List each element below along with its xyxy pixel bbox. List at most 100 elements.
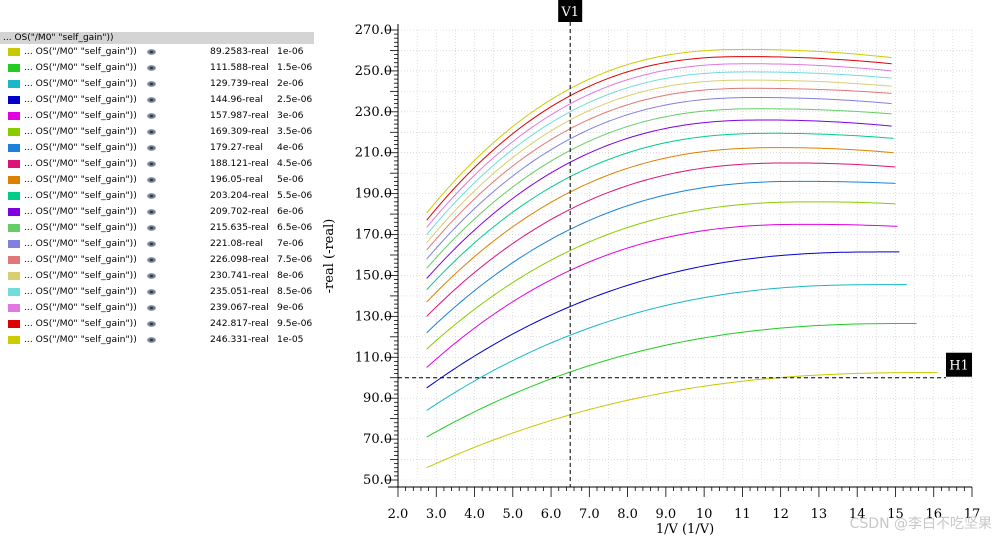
eye-icon[interactable] bbox=[147, 97, 156, 103]
legend-color-swatch bbox=[8, 336, 20, 344]
legend-item[interactable]: ... OS("/M0" "self_gain")) 157.987-real 3e… bbox=[0, 108, 314, 124]
series-line bbox=[426, 119, 892, 279]
eye-icon[interactable] bbox=[147, 113, 156, 119]
legend-item[interactable]: ... OS("/M0" "self_gain")) 215.635-real 6.… bbox=[0, 220, 314, 236]
legend-item-name: ... OS("/M0" "self_gain")) bbox=[24, 158, 137, 169]
legend-item-value: 188.121-real bbox=[210, 158, 269, 169]
chart-markers[interactable]: V1 H1 bbox=[398, 0, 972, 487]
x-tick-label: 7.0 bbox=[579, 507, 600, 522]
series-line bbox=[426, 63, 892, 228]
legend-item-value: 239.067-real bbox=[210, 302, 269, 313]
legend-item-name: ... OS("/M0" "self_gain")) bbox=[24, 206, 137, 217]
legend-panel: ... OS("/M0" "self_gain")) ... OS("/M0" … bbox=[0, 32, 314, 348]
legend-item-param: 2.5e-06 bbox=[277, 94, 313, 105]
legend-item[interactable]: ... OS("/M0" "self_gain")) 129.739-real 2e… bbox=[0, 76, 314, 92]
eye-icon[interactable] bbox=[147, 321, 156, 327]
legend-color-swatch bbox=[8, 224, 20, 232]
eye-icon[interactable] bbox=[147, 337, 156, 343]
eye-icon[interactable] bbox=[147, 65, 156, 71]
legend-item-param: 8e-06 bbox=[277, 270, 304, 281]
legend-item[interactable]: ... OS("/M0" "self_gain")) 226.098-real 7.… bbox=[0, 252, 314, 268]
eye-icon[interactable] bbox=[147, 257, 156, 263]
x-tick-label: 15 bbox=[887, 507, 904, 522]
legend-color-swatch bbox=[8, 80, 20, 88]
legend-item-param: 9e-06 bbox=[277, 302, 304, 313]
legend-item[interactable]: ... OS("/M0" "self_gain")) 209.702-real 6e… bbox=[0, 204, 314, 220]
x-tick-label: 14 bbox=[849, 507, 866, 522]
vertical-marker-badge[interactable] bbox=[558, 0, 583, 22]
legend-item-name: ... OS("/M0" "self_gain")) bbox=[24, 222, 137, 233]
y-tick-label: 170.0 bbox=[355, 228, 392, 243]
legend-item-value: 144.96-real bbox=[210, 94, 263, 105]
legend-item[interactable]: ... OS("/M0" "self_gain")) 144.96-real 2.5… bbox=[0, 92, 314, 108]
vertical-marker-label: V1 bbox=[560, 5, 579, 20]
legend-item-name: ... OS("/M0" "self_gain")) bbox=[24, 46, 137, 57]
legend-color-swatch bbox=[8, 96, 20, 104]
eye-icon[interactable] bbox=[147, 241, 156, 247]
legend-item[interactable]: ... OS("/M0" "self_gain")) 89.2583-real 1e… bbox=[0, 44, 314, 60]
legend-item[interactable]: ... OS("/M0" "self_gain")) 188.121-real 4.… bbox=[0, 156, 314, 172]
legend-item[interactable]: ... OS("/M0" "self_gain")) 235.051-real 8.… bbox=[0, 284, 314, 300]
series-line bbox=[426, 180, 896, 334]
legend-item[interactable]: ... OS("/M0" "self_gain")) 169.309-real 3.… bbox=[0, 124, 314, 140]
legend-item-value: 129.739-real bbox=[210, 78, 269, 89]
x-tick-label: 13 bbox=[811, 507, 828, 522]
series-line bbox=[426, 48, 892, 214]
x-tick-label: 5.0 bbox=[502, 507, 523, 522]
y-tick-label: 70.0 bbox=[363, 432, 392, 447]
legend-color-swatch bbox=[8, 240, 20, 248]
legend-item-value: 209.702-real bbox=[210, 206, 269, 217]
eye-icon[interactable] bbox=[147, 305, 156, 311]
x-tick-label: 17 bbox=[964, 507, 981, 522]
legend-item-name: ... OS("/M0" "self_gain")) bbox=[24, 190, 137, 201]
legend-item-name: ... OS("/M0" "self_gain")) bbox=[24, 142, 137, 153]
legend-item-value: 221.08-real bbox=[210, 238, 263, 249]
legend-item[interactable]: ... OS("/M0" "self_gain")) 196.05-real 5e-… bbox=[0, 172, 314, 188]
legend-item-param: 1e-06 bbox=[277, 46, 304, 57]
legend-item[interactable]: ... OS("/M0" "self_gain")) 203.204-real 5.… bbox=[0, 188, 314, 204]
legend-item-value: 226.098-real bbox=[210, 254, 269, 265]
eye-icon[interactable] bbox=[147, 129, 156, 135]
eye-icon[interactable] bbox=[147, 289, 156, 295]
y-tick-label: 190.0 bbox=[355, 187, 392, 202]
legend-item[interactable]: ... OS("/M0" "self_gain")) 111.588-real 1.… bbox=[0, 60, 314, 76]
legend-item[interactable]: ... OS("/M0" "self_gain")) 242.817-real 9.… bbox=[0, 316, 314, 332]
legend-item-name: ... OS("/M0" "self_gain")) bbox=[24, 302, 137, 313]
eye-icon[interactable] bbox=[147, 49, 156, 55]
series-line bbox=[426, 201, 896, 350]
legend-item-param: 4e-06 bbox=[277, 142, 304, 153]
eye-icon[interactable] bbox=[147, 81, 156, 87]
legend-item[interactable]: ... OS("/M0" "self_gain")) 246.331-real 1e… bbox=[0, 332, 314, 348]
legend-item[interactable]: ... OS("/M0" "self_gain")) 230.741-real 8e… bbox=[0, 268, 314, 284]
x-axis-label: 1/V (1/V) bbox=[656, 522, 714, 537]
series-line bbox=[426, 108, 892, 269]
eye-icon[interactable] bbox=[147, 273, 156, 279]
legend-color-swatch bbox=[8, 320, 20, 328]
chart-grid bbox=[397, 29, 973, 481]
eye-icon[interactable] bbox=[147, 225, 156, 231]
legend-item-value: 230.741-real bbox=[210, 270, 269, 281]
legend-item[interactable]: ... OS("/M0" "self_gain")) 179.27-real 4e-… bbox=[0, 140, 314, 156]
eye-icon[interactable] bbox=[147, 177, 156, 183]
x-tick-label: 8.0 bbox=[617, 507, 638, 522]
y-tick-label: 150.0 bbox=[355, 268, 392, 283]
series-line bbox=[426, 147, 894, 303]
legend-item-name: ... OS("/M0" "self_gain")) bbox=[24, 110, 137, 121]
legend-item[interactable]: ... OS("/M0" "self_gain")) 239.067-real 9e… bbox=[0, 300, 314, 316]
eye-icon[interactable] bbox=[147, 209, 156, 215]
y-tick-label: 90.0 bbox=[363, 391, 392, 406]
x-tick-label: 16 bbox=[925, 507, 942, 522]
legend-color-swatch bbox=[8, 208, 20, 216]
legend-item[interactable]: ... OS("/M0" "self_gain")) 221.08-real 7e-… bbox=[0, 236, 314, 252]
eye-icon[interactable] bbox=[147, 161, 156, 167]
horizontal-marker-label: H1 bbox=[949, 359, 969, 374]
series-line bbox=[426, 79, 892, 244]
horizontal-marker-badge[interactable] bbox=[946, 352, 972, 377]
legend-color-swatch bbox=[8, 112, 20, 120]
legend-color-swatch bbox=[8, 304, 20, 312]
series-line bbox=[426, 132, 894, 291]
legend-item-name: ... OS("/M0" "self_gain")) bbox=[24, 318, 137, 329]
eye-icon[interactable] bbox=[147, 145, 156, 151]
eye-icon[interactable] bbox=[147, 193, 156, 199]
